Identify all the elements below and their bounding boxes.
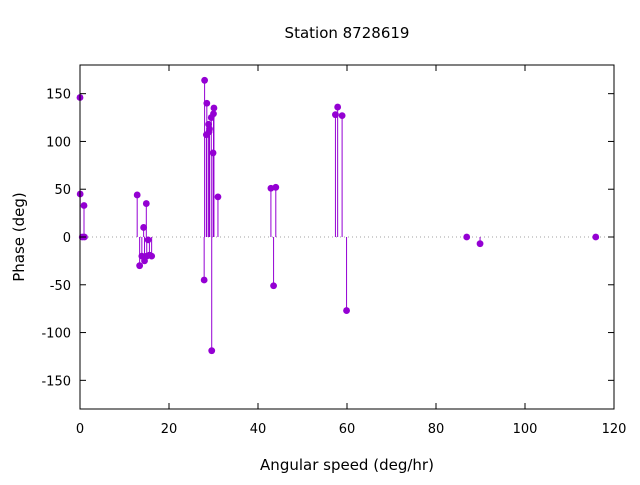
data-point (148, 252, 156, 260)
y-tick-label: 50 (54, 183, 71, 198)
y-tick-label: 0 (63, 231, 71, 246)
data-point (272, 183, 280, 191)
x-tick-label: 80 (428, 422, 445, 437)
data-point (140, 224, 148, 231)
data-point (206, 125, 213, 133)
y-tick-label: 150 (46, 88, 71, 103)
y-tick-label: -50 (50, 279, 71, 294)
data-point (338, 112, 346, 120)
y-tick-label: 100 (46, 135, 71, 150)
x-tick-label: 0 (76, 422, 84, 437)
x-tick-label: 40 (250, 422, 267, 437)
data-point (476, 240, 484, 248)
data-point (208, 347, 216, 355)
data-point (80, 202, 88, 209)
chart-title: Station 8728619 (285, 24, 410, 42)
data-point (332, 111, 339, 119)
data-point (214, 193, 222, 201)
x-tick-label: 60 (339, 422, 356, 437)
point-layer (76, 76, 600, 355)
y-tick-label: -100 (41, 327, 71, 342)
data-point (210, 104, 218, 112)
x-tick-label: 120 (602, 422, 627, 437)
data-point (144, 236, 152, 244)
data-point (210, 110, 217, 118)
data-point (343, 307, 350, 314)
data-point (136, 262, 144, 270)
data-point (209, 149, 217, 157)
y-axis-title: Phase (deg) (10, 192, 28, 282)
data-point (592, 233, 600, 241)
y-tick-label: -150 (41, 374, 71, 389)
data-point (270, 282, 277, 290)
x-axis-title: Angular speed (deg/hr) (260, 456, 434, 474)
data-point (200, 276, 208, 284)
data-point (334, 103, 342, 111)
data-point (133, 191, 141, 199)
data-point (142, 200, 150, 207)
data-point (463, 233, 471, 241)
data-point (203, 99, 211, 107)
impulse-layer (79, 80, 481, 351)
x-tick-label: 100 (513, 422, 538, 437)
tick-layer: 0 20 40 60 80 100 120 -150 -100 -50 0 50 100 150 (41, 65, 626, 437)
data-point (201, 76, 209, 84)
x-tick-label: 20 (161, 422, 178, 437)
